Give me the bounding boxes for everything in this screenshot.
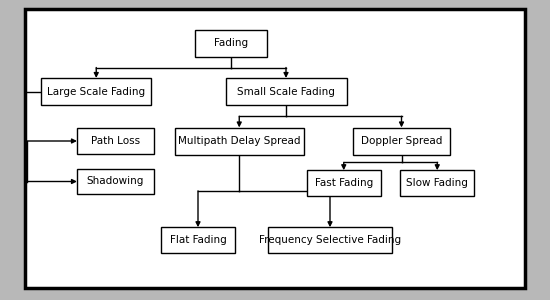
Bar xyxy=(307,170,381,196)
Text: Flat Fading: Flat Fading xyxy=(169,235,227,245)
Text: Fading: Fading xyxy=(214,38,248,49)
Text: Fast Fading: Fast Fading xyxy=(315,178,373,188)
Text: Path Loss: Path Loss xyxy=(91,136,140,146)
Text: Multipath Delay Spread: Multipath Delay Spread xyxy=(178,136,300,146)
Bar xyxy=(77,169,154,194)
Bar xyxy=(161,227,235,253)
Text: Large Scale Fading: Large Scale Fading xyxy=(47,86,145,97)
Bar xyxy=(175,128,304,154)
Bar xyxy=(268,227,392,253)
Bar xyxy=(226,78,346,105)
Text: Small Scale Fading: Small Scale Fading xyxy=(237,86,335,97)
Text: Shadowing: Shadowing xyxy=(87,176,144,187)
Text: Doppler Spread: Doppler Spread xyxy=(361,136,442,146)
Bar xyxy=(41,78,151,105)
Text: Slow Fading: Slow Fading xyxy=(406,178,468,188)
Bar xyxy=(400,170,474,196)
Bar xyxy=(77,128,154,154)
Bar xyxy=(353,128,449,154)
Bar xyxy=(195,30,267,57)
Text: Frequency Selective Fading: Frequency Selective Fading xyxy=(259,235,401,245)
